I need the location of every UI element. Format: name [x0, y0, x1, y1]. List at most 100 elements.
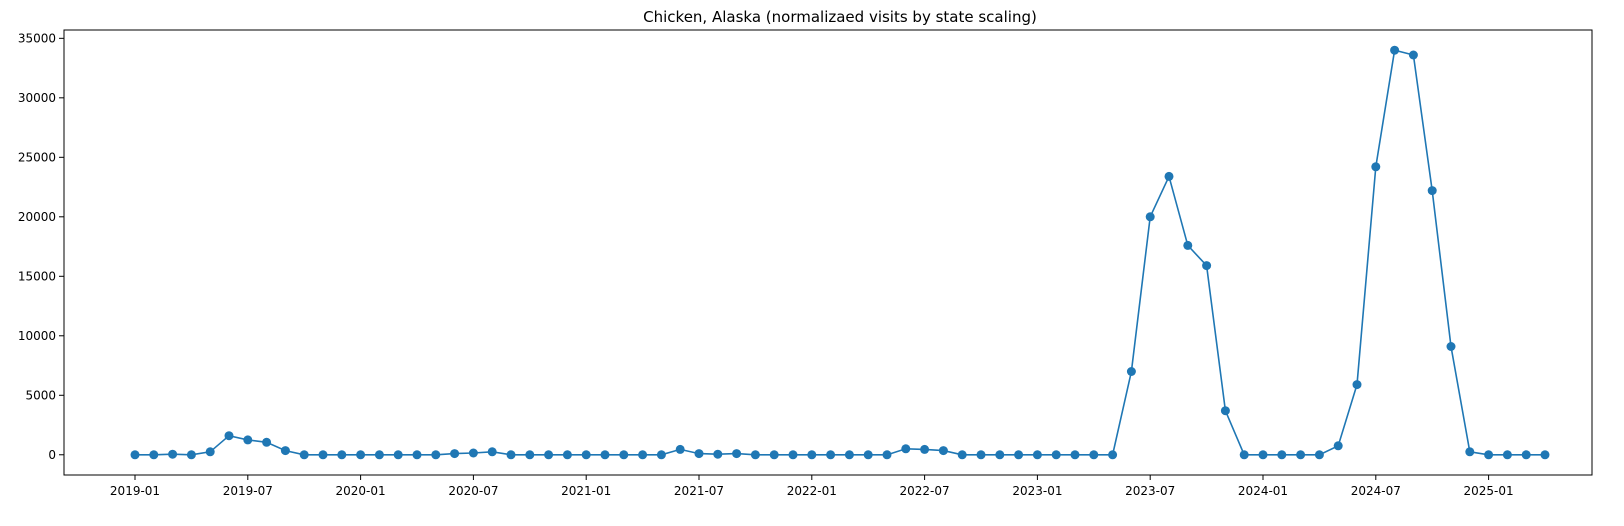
y-tick-label: 5000	[25, 388, 56, 402]
data-point	[844, 450, 854, 460]
y-tick-label: 10000	[18, 329, 56, 343]
data-point	[1540, 450, 1550, 460]
data-point	[1333, 441, 1343, 451]
x-tick-label: 2023-01	[1012, 484, 1062, 498]
data-point	[1390, 45, 1400, 55]
x-tick-label: 2022-07	[900, 484, 950, 498]
data-point	[957, 450, 967, 460]
y-tick-label: 20000	[18, 210, 56, 224]
data-point	[1296, 450, 1306, 460]
data-point	[713, 449, 723, 459]
data-point	[1164, 171, 1174, 181]
data-point	[1277, 450, 1287, 460]
data-point	[769, 450, 779, 460]
data-point	[186, 450, 196, 460]
data-point	[431, 450, 441, 460]
x-tick-label: 2024-01	[1238, 484, 1288, 498]
data-point	[1314, 450, 1324, 460]
data-point	[750, 450, 760, 460]
data-point	[393, 450, 403, 460]
data-point	[1484, 450, 1494, 460]
x-tick-label: 2025-01	[1464, 484, 1514, 498]
x-tick-label: 2020-01	[336, 484, 386, 498]
data-point	[619, 450, 629, 460]
data-point	[1239, 450, 1249, 460]
data-point	[1371, 162, 1381, 172]
data-point	[938, 446, 948, 456]
x-axis: 2019-01 2019-07 2020-01 2020-07 2021-01 2021-…	[110, 475, 1514, 498]
y-axis: 0 5000 10000 15000 20000 25000 30000 35000	[18, 31, 64, 462]
data-point	[920, 444, 930, 454]
data-point	[1145, 212, 1155, 222]
data-point	[468, 448, 478, 458]
data-point	[1465, 447, 1475, 457]
series-line	[135, 49, 1545, 456]
x-tick-label: 2019-07	[223, 484, 273, 498]
data-point	[1089, 450, 1099, 460]
data-point	[882, 450, 892, 460]
data-point	[826, 450, 836, 460]
data-point	[299, 450, 309, 460]
data-point	[412, 450, 422, 460]
data-point	[374, 450, 384, 460]
data-point	[656, 450, 666, 460]
data-point	[1352, 380, 1362, 390]
data-point	[544, 450, 554, 460]
data-point	[1202, 261, 1212, 271]
data-point	[487, 447, 497, 457]
data-point	[205, 447, 215, 457]
data-point	[732, 449, 742, 459]
data-point	[1126, 367, 1136, 376]
x-tick-label: 2019-01	[110, 484, 160, 498]
data-point	[1070, 450, 1080, 460]
data-point	[243, 435, 253, 445]
data-point	[675, 444, 685, 454]
data-point	[1502, 450, 1512, 460]
data-point	[356, 450, 366, 460]
data-point	[450, 449, 460, 459]
series-group	[130, 45, 1550, 460]
plot-area	[63, 29, 1593, 476]
y-tick-label: 0	[48, 448, 56, 462]
data-point	[581, 450, 591, 460]
data-point	[149, 450, 159, 460]
data-point	[1183, 240, 1193, 250]
x-tick-label: 2021-07	[674, 484, 724, 498]
data-point	[280, 446, 290, 456]
y-tick-label: 30000	[18, 91, 56, 105]
data-point	[638, 450, 648, 460]
data-point	[1032, 450, 1042, 460]
data-point	[901, 444, 911, 454]
y-tick-label: 35000	[18, 31, 56, 45]
data-point	[1521, 450, 1531, 460]
data-point	[130, 450, 140, 460]
data-point	[995, 450, 1005, 460]
chart-title: Chicken, Alaska (normalizaed visits by s…	[643, 8, 1037, 26]
data-point	[506, 450, 516, 460]
x-tick-label: 2023-07	[1125, 484, 1175, 498]
data-point	[1051, 450, 1061, 460]
x-tick-label: 2024-07	[1351, 484, 1401, 498]
data-point	[1258, 450, 1268, 460]
data-point	[224, 431, 234, 441]
data-point	[694, 449, 704, 459]
data-point	[807, 450, 817, 460]
data-point	[600, 450, 610, 460]
data-point	[1427, 186, 1437, 196]
data-point	[168, 449, 178, 459]
data-point	[1014, 450, 1024, 460]
data-point	[562, 450, 572, 460]
data-point	[1446, 342, 1456, 351]
data-point	[788, 450, 798, 460]
data-point	[976, 450, 986, 460]
data-point	[1108, 450, 1118, 460]
x-tick-label: 2020-07	[448, 484, 498, 498]
data-point	[262, 437, 272, 447]
data-point	[1408, 50, 1418, 60]
x-tick-label: 2022-01	[787, 484, 837, 498]
data-point	[1220, 406, 1230, 416]
data-point	[863, 450, 873, 460]
data-point	[525, 450, 535, 460]
y-tick-label: 25000	[18, 150, 56, 164]
